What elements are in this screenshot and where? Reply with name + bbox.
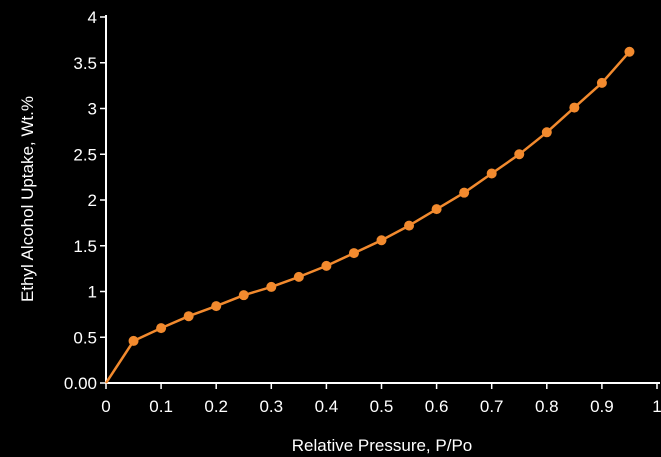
x-tick-label: 0.4 (315, 397, 339, 416)
data-point (624, 46, 635, 57)
data-point (459, 187, 470, 198)
x-tick-label: 1 (652, 397, 661, 416)
y-tick-label: 0.00 (64, 374, 97, 393)
data-point (156, 323, 167, 334)
axes (105, 15, 660, 384)
x-tick-label: 0.1 (149, 397, 173, 416)
x-tick-label: 0.5 (370, 397, 394, 416)
y-tick-label: 2 (88, 191, 97, 210)
data-point (514, 149, 525, 160)
x-tick-label: 0 (101, 397, 110, 416)
data-point (541, 127, 552, 138)
y-tick-label: 3 (88, 100, 97, 119)
data-point (238, 290, 249, 301)
y-axis-ticks: 0.00 0.5 1 1.5 2 2.5 3 3.5 4 (64, 8, 106, 393)
data-point (376, 235, 387, 246)
data-point (404, 220, 415, 231)
data-point (321, 260, 332, 271)
y-tick-label: 1 (88, 283, 97, 302)
x-tick-label: 0.8 (535, 397, 559, 416)
data-point (348, 248, 359, 259)
x-tick-label: 0.2 (204, 397, 228, 416)
data-point (183, 311, 194, 322)
data-point (431, 204, 442, 215)
y-axis-title: Ethyl Alcohol Uptake, Wt.% (18, 96, 37, 302)
data-point (266, 281, 277, 292)
data-point (486, 168, 497, 179)
data-point (293, 271, 304, 282)
y-tick-label: 0.5 (73, 328, 97, 347)
x-axis-title: Relative Pressure, P/Po (292, 436, 472, 455)
y-tick-label: 1.5 (73, 237, 97, 256)
y-tick-label: 4 (88, 8, 97, 27)
data-point (128, 335, 139, 346)
x-tick-label: 0.6 (425, 397, 449, 416)
x-tick-label: 0.9 (590, 397, 614, 416)
data-point (211, 301, 222, 312)
x-tick-label: 0.3 (259, 397, 283, 416)
data-point (596, 77, 607, 88)
data-point (569, 102, 580, 113)
x-tick-label: 0.7 (480, 397, 504, 416)
x-axis-ticks: 0 0.1 0.2 0.3 0.4 0.5 0.6 0.7 0.8 0.9 1 (101, 383, 661, 416)
series-layer (104, 46, 635, 384)
y-tick-label: 3.5 (73, 54, 97, 73)
y-tick-label: 2.5 (73, 145, 97, 164)
